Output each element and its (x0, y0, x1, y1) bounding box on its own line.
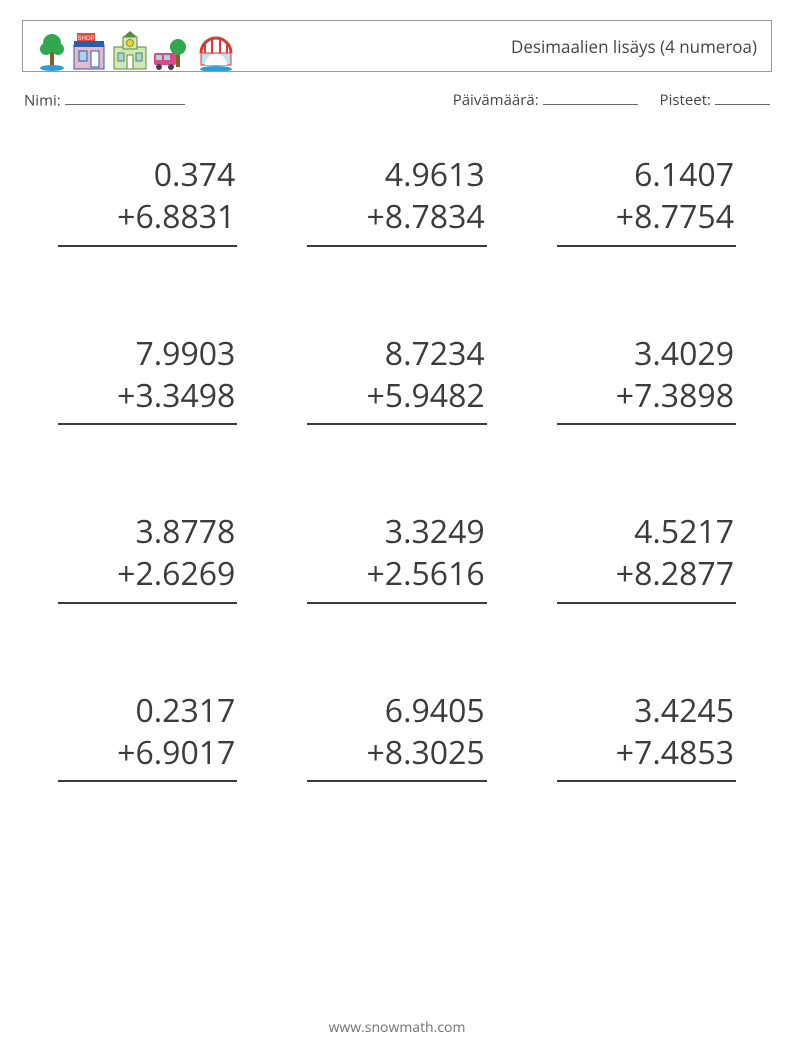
problem-bottom: +8.2877 (557, 553, 736, 603)
problem: 3.4245+7.4853 (557, 690, 736, 782)
worksheet-title: Desimaalien lisäys (4 numeroa) (511, 35, 757, 58)
problem-top: 3.4245 (557, 690, 736, 732)
problem-bottom: +7.4853 (557, 732, 736, 782)
problem-bottom: +2.6269 (58, 553, 237, 603)
problem-bottom: +5.9482 (307, 375, 486, 425)
problem: 0.2317+6.9017 (58, 690, 237, 782)
problem-bottom: +8.7834 (307, 196, 486, 246)
problem-top: 8.7234 (307, 333, 486, 375)
date-blank[interactable] (543, 90, 638, 105)
date-label: Päivämäärä: (453, 90, 539, 110)
problem-bottom: +6.8831 (58, 196, 237, 246)
problem-top: 7.9903 (58, 333, 237, 375)
problem: 3.8778+2.6269 (58, 511, 237, 603)
problem: 6.1407+8.7754 (557, 154, 736, 246)
worksheet-page: SHOP (0, 0, 794, 1053)
problems-grid: 0.374+6.8831 4.9613+8.7834 6.1407+8.7754… (22, 154, 772, 782)
name-label: Nimi: (24, 90, 61, 110)
tree-pond-icon (37, 29, 67, 71)
problem-bottom: +8.3025 (307, 732, 486, 782)
problem-bottom: +3.3498 (58, 375, 237, 425)
bus-tree-icon (153, 29, 193, 71)
problem: 4.5217+8.2877 (557, 511, 736, 603)
info-line: Nimi: Päivämäärä: Pisteet: (24, 90, 770, 110)
problem: 0.374+6.8831 (58, 154, 237, 246)
problem: 3.4029+7.3898 (557, 333, 736, 425)
problem-top: 0.374 (58, 154, 237, 196)
date-score-fields: Päivämäärä: Pisteet: (449, 90, 770, 110)
score-label: Pisteet: (660, 90, 711, 110)
problem-top: 4.9613 (307, 154, 486, 196)
problem-top: 3.8778 (58, 511, 237, 553)
footer-url: www.snowmath.com (0, 1018, 794, 1037)
problem: 6.9405+8.3025 (307, 690, 486, 782)
name-blank[interactable] (65, 90, 185, 105)
problem-bottom: +2.5616 (307, 553, 486, 603)
problem-bottom: +7.3898 (557, 375, 736, 425)
header-box: SHOP (22, 20, 772, 72)
school-icon (111, 29, 149, 71)
problem-top: 6.9405 (307, 690, 486, 732)
problem: 3.3249+2.5616 (307, 511, 486, 603)
problem-top: 6.1407 (557, 154, 736, 196)
svg-text:SHOP: SHOP (77, 36, 94, 42)
shop-icon: SHOP (71, 29, 107, 71)
problem-top: 4.5217 (557, 511, 736, 553)
problem-bottom: +6.9017 (58, 732, 237, 782)
logo-strip: SHOP (37, 17, 235, 75)
score-blank[interactable] (715, 90, 770, 105)
problem-top: 3.4029 (557, 333, 736, 375)
problem: 7.9903+3.3498 (58, 333, 237, 425)
problem-top: 0.2317 (58, 690, 237, 732)
problem: 4.9613+8.7834 (307, 154, 486, 246)
problem-bottom: +8.7754 (557, 196, 736, 246)
problem-top: 3.3249 (307, 511, 486, 553)
problem: 8.7234+5.9482 (307, 333, 486, 425)
name-field: Nimi: (24, 90, 185, 110)
bridge-icon (197, 29, 235, 71)
